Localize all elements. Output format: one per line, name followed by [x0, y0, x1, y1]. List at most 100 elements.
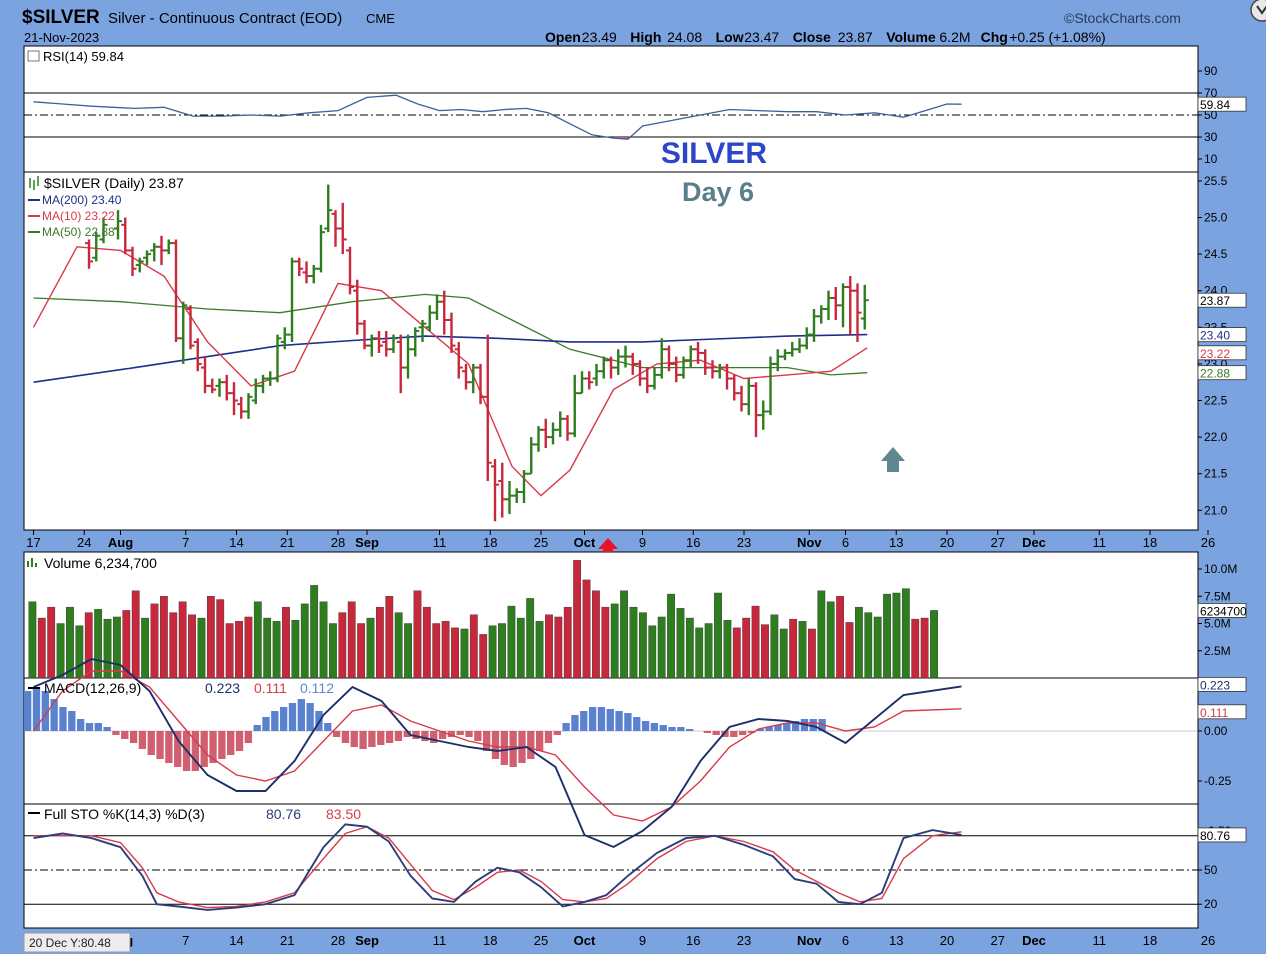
panel-legends: RSI(14) 59.84 $SILVER (Daily) 23.87 MA(200… — [27, 49, 361, 822]
volume-bar — [84, 612, 93, 679]
volume-bar — [901, 588, 910, 679]
ohlc-summary: Open 23.49 High 24.08 Low 23.47 Close 23.87 Volu… — [545, 29, 1106, 45]
sto-legend-value: 80.76 — [266, 806, 301, 822]
volume-bar — [188, 614, 196, 679]
macd-panel — [23, 677, 1199, 805]
price-bar — [273, 334, 282, 383]
macd-histogram-bar — [765, 727, 773, 731]
volume-bar — [75, 625, 84, 679]
rsi-tick-label: 70 — [1204, 86, 1218, 100]
x-axis-bottom-label: 26 — [1201, 933, 1215, 948]
x-axis-bottom-label: 9 — [639, 933, 646, 948]
volume-bar — [235, 621, 243, 679]
price-tick-label: 25.5 — [1204, 174, 1228, 188]
sto-k-line — [33, 823, 962, 911]
macd-histogram-bar — [633, 717, 641, 731]
price-tick-label: 21.0 — [1204, 503, 1228, 517]
macd-signal-line — [32, 670, 962, 822]
macd-histogram-bar — [412, 731, 420, 739]
x-axis-label: 6 — [842, 535, 849, 550]
macd-histogram-bar — [615, 711, 623, 731]
x-axis-bottom-label: 21 — [280, 933, 294, 948]
ma10-line — [32, 246, 868, 497]
macd-histogram-bar — [377, 731, 385, 745]
rsi-panel — [23, 45, 1199, 173]
macd-histogram-bar — [756, 729, 764, 731]
volume-bar — [216, 599, 225, 679]
ohlc-value: 23.47 — [744, 29, 779, 45]
ma-legend-label: MA(10) 23.22 — [42, 209, 115, 223]
price-bar — [317, 224, 325, 273]
ohlc-value: 23.87 — [838, 29, 873, 45]
x-axis-bottom-label: 13 — [889, 933, 903, 948]
macd-histogram-bar — [209, 731, 217, 763]
volume-bar — [685, 617, 694, 679]
ma-legend-label: MA(200) 23.40 — [42, 193, 122, 207]
x-axis-label: 13 — [889, 535, 903, 550]
macd-histogram-bar — [129, 731, 138, 743]
price-tick-label: 25.0 — [1204, 211, 1228, 225]
scroll-button[interactable] — [1250, 0, 1266, 22]
ma-legend-label: MA(50) 22.88 — [42, 225, 115, 239]
volume-bar — [37, 617, 46, 679]
macd-histogram-bar — [527, 731, 535, 759]
macd-histogram-bar — [624, 713, 632, 731]
x-axis-bottom-label: 14 — [229, 933, 243, 948]
price-bar — [244, 393, 253, 419]
macd-histogram-bar — [438, 731, 447, 739]
macd-histogram-bar — [50, 699, 58, 731]
ohlc-label: Close — [793, 29, 831, 45]
rsi-legend: RSI(14) 59.84 — [43, 49, 124, 64]
volume-bar — [329, 623, 337, 679]
sto-value-tag-box — [1197, 827, 1247, 843]
volume-bar — [441, 621, 450, 679]
price-bar — [135, 257, 144, 273]
rsi-series — [33, 94, 962, 140]
price-tick-label: 21.5 — [1204, 467, 1228, 481]
x-axis-label: Oct — [574, 535, 596, 550]
volume-bar — [507, 605, 516, 679]
volume-bar — [488, 625, 497, 679]
volume-bar — [601, 606, 610, 679]
volume-bar — [178, 601, 187, 679]
volume-bar — [159, 596, 168, 679]
volume-bar — [526, 598, 535, 679]
price-bar — [346, 246, 354, 295]
price-bar — [375, 330, 383, 353]
macd-histogram-bar — [288, 703, 297, 731]
volume-tick-label: 2.5M — [1204, 644, 1231, 658]
volume-bar — [648, 625, 657, 679]
volume-bar — [357, 623, 366, 679]
ma10-tag-box — [1197, 345, 1247, 361]
volume-bar — [714, 592, 722, 679]
price-bar — [208, 378, 217, 394]
volume-tick-label: 10.0M — [1204, 562, 1237, 576]
exchange: CME — [366, 11, 395, 26]
rsi-tick-label: 30 — [1204, 130, 1218, 144]
volume-bar — [742, 617, 751, 679]
price-panel — [23, 171, 1199, 531]
ohlc-value: +0.25 (+1.08%) — [1009, 29, 1106, 45]
red-arrow-icon — [598, 538, 618, 552]
volume-bar — [798, 621, 807, 679]
description: Silver - Continuous Contract (EOD) — [108, 10, 342, 27]
rsi-tick-label: 90 — [1204, 64, 1218, 78]
macd-histogram-bar — [200, 731, 208, 767]
x-axis-bottom-label: 27 — [991, 933, 1005, 948]
volume-bar — [244, 616, 253, 679]
volume-bar — [113, 616, 121, 679]
macd-legend: MACD(12,26,9) — [44, 680, 141, 696]
x-axis-bottom-label: 23 — [737, 933, 751, 948]
rsi-value-tag: 59.84 — [1200, 98, 1230, 112]
x-axis-label: Sep — [355, 535, 379, 550]
macd-histogram-bar — [68, 711, 76, 731]
macd-histogram-bar — [332, 731, 341, 737]
macd-histogram-bar — [32, 687, 41, 731]
price-bar — [295, 257, 304, 277]
volume-bar — [272, 621, 281, 679]
rsi-value-tag-box — [1197, 96, 1247, 112]
volume-bar — [638, 612, 647, 679]
macd-series — [24, 657, 962, 849]
volume-bar — [723, 620, 732, 679]
price-tick-label: 22.0 — [1204, 430, 1228, 444]
